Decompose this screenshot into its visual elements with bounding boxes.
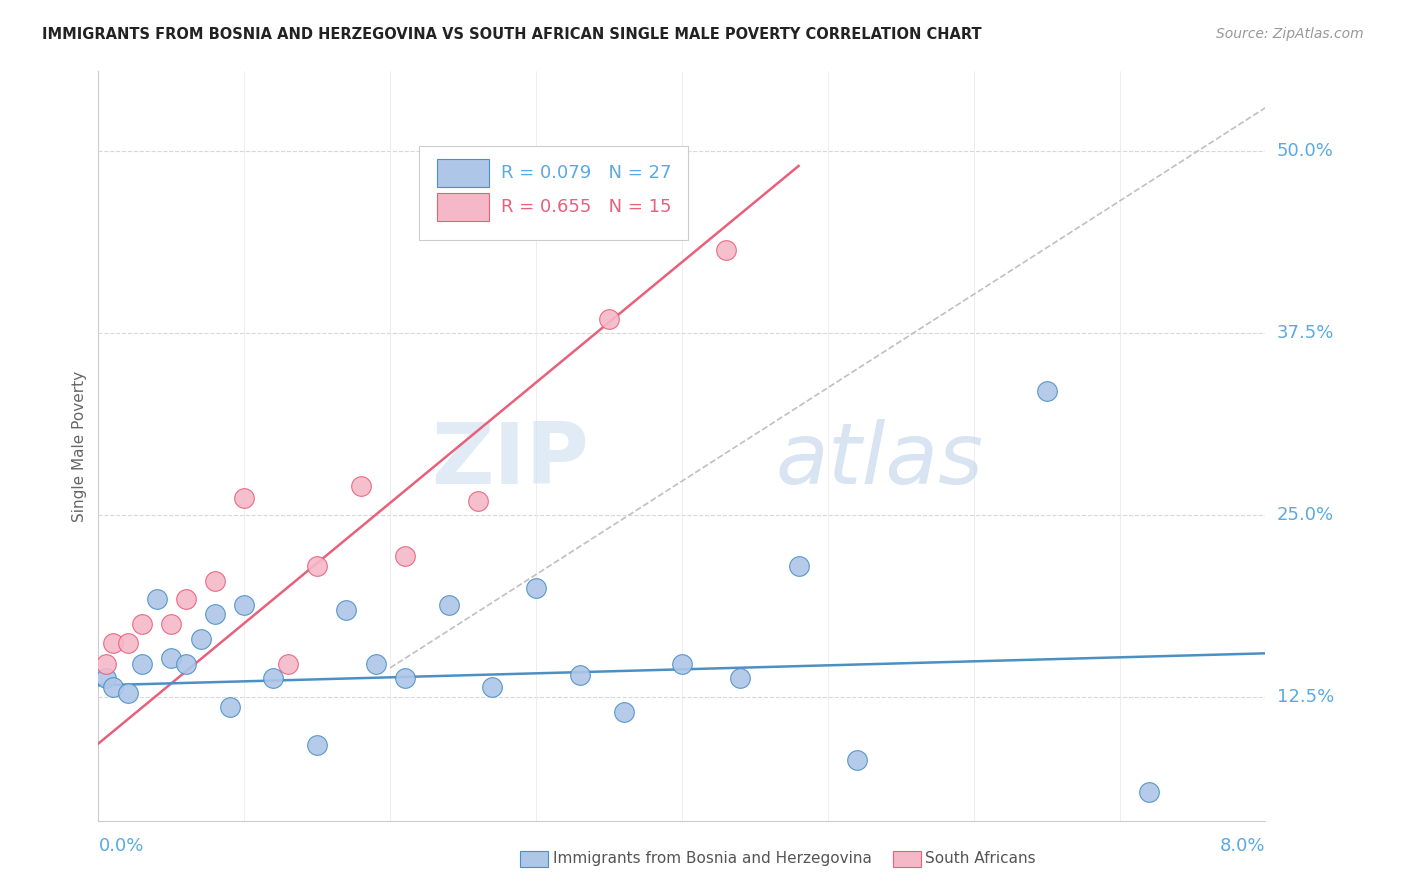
Text: South Africans: South Africans (925, 851, 1036, 865)
Text: 8.0%: 8.0% (1220, 838, 1265, 855)
Point (845, 752, 868, 766)
Text: R = 0.079   N = 27: R = 0.079 N = 27 (501, 164, 672, 182)
Text: Source: ZipAtlas.com: Source: ZipAtlas.com (1216, 27, 1364, 41)
Point (335, 602, 357, 616)
Text: 0.0%: 0.0% (98, 838, 143, 855)
Point (233, 599, 256, 613)
Point (101, 636, 124, 650)
Text: 12.5%: 12.5% (1277, 688, 1334, 706)
Point (437, 599, 460, 613)
Point (160, 617, 183, 632)
Point (204, 607, 226, 621)
Point (131, 657, 153, 671)
Point (671, 657, 693, 671)
Point (190, 632, 212, 646)
Point (94, 657, 117, 671)
Point (94, 671, 117, 685)
Point (174, 657, 197, 671)
Text: Immigrants from Bosnia and Herzegovina: Immigrants from Bosnia and Herzegovina (553, 851, 872, 865)
Point (467, 493, 489, 508)
Point (101, 680, 124, 694)
Text: IMMIGRANTS FROM BOSNIA AND HERZEGOVINA VS SOUTH AFRICAN SINGLE MALE POVERTY CORR: IMMIGRANTS FROM BOSNIA AND HERZEGOVINA V… (42, 27, 981, 42)
Point (524, 581, 547, 595)
Point (307, 559, 329, 574)
Point (117, 636, 139, 650)
Text: ZIP: ZIP (430, 419, 589, 502)
Bar (437, 193, 489, 221)
Text: 37.5%: 37.5% (1277, 325, 1334, 343)
Point (160, 650, 183, 665)
Point (307, 738, 329, 752)
Point (394, 671, 416, 685)
Point (146, 592, 169, 607)
Y-axis label: Single Male Poverty: Single Male Poverty (72, 370, 87, 522)
Point (131, 617, 153, 632)
Point (1137, 784, 1160, 798)
FancyBboxPatch shape (419, 146, 688, 240)
Point (481, 680, 503, 694)
Point (117, 685, 139, 699)
Point (1035, 384, 1057, 399)
Point (218, 700, 240, 714)
Point (714, 244, 737, 258)
Point (204, 574, 226, 588)
Point (598, 311, 620, 326)
Text: 25.0%: 25.0% (1277, 506, 1334, 524)
Point (262, 671, 284, 685)
Point (233, 491, 256, 505)
Point (787, 559, 810, 574)
Point (350, 479, 373, 493)
Point (364, 657, 387, 671)
Point (612, 705, 634, 719)
Text: atlas: atlas (775, 419, 983, 502)
Text: 50.0%: 50.0% (1277, 143, 1333, 161)
Bar (437, 159, 489, 187)
Point (394, 549, 416, 563)
Point (174, 592, 197, 607)
Point (730, 671, 752, 685)
Point (568, 668, 591, 682)
Point (277, 657, 299, 671)
Text: R = 0.655   N = 15: R = 0.655 N = 15 (501, 198, 672, 216)
